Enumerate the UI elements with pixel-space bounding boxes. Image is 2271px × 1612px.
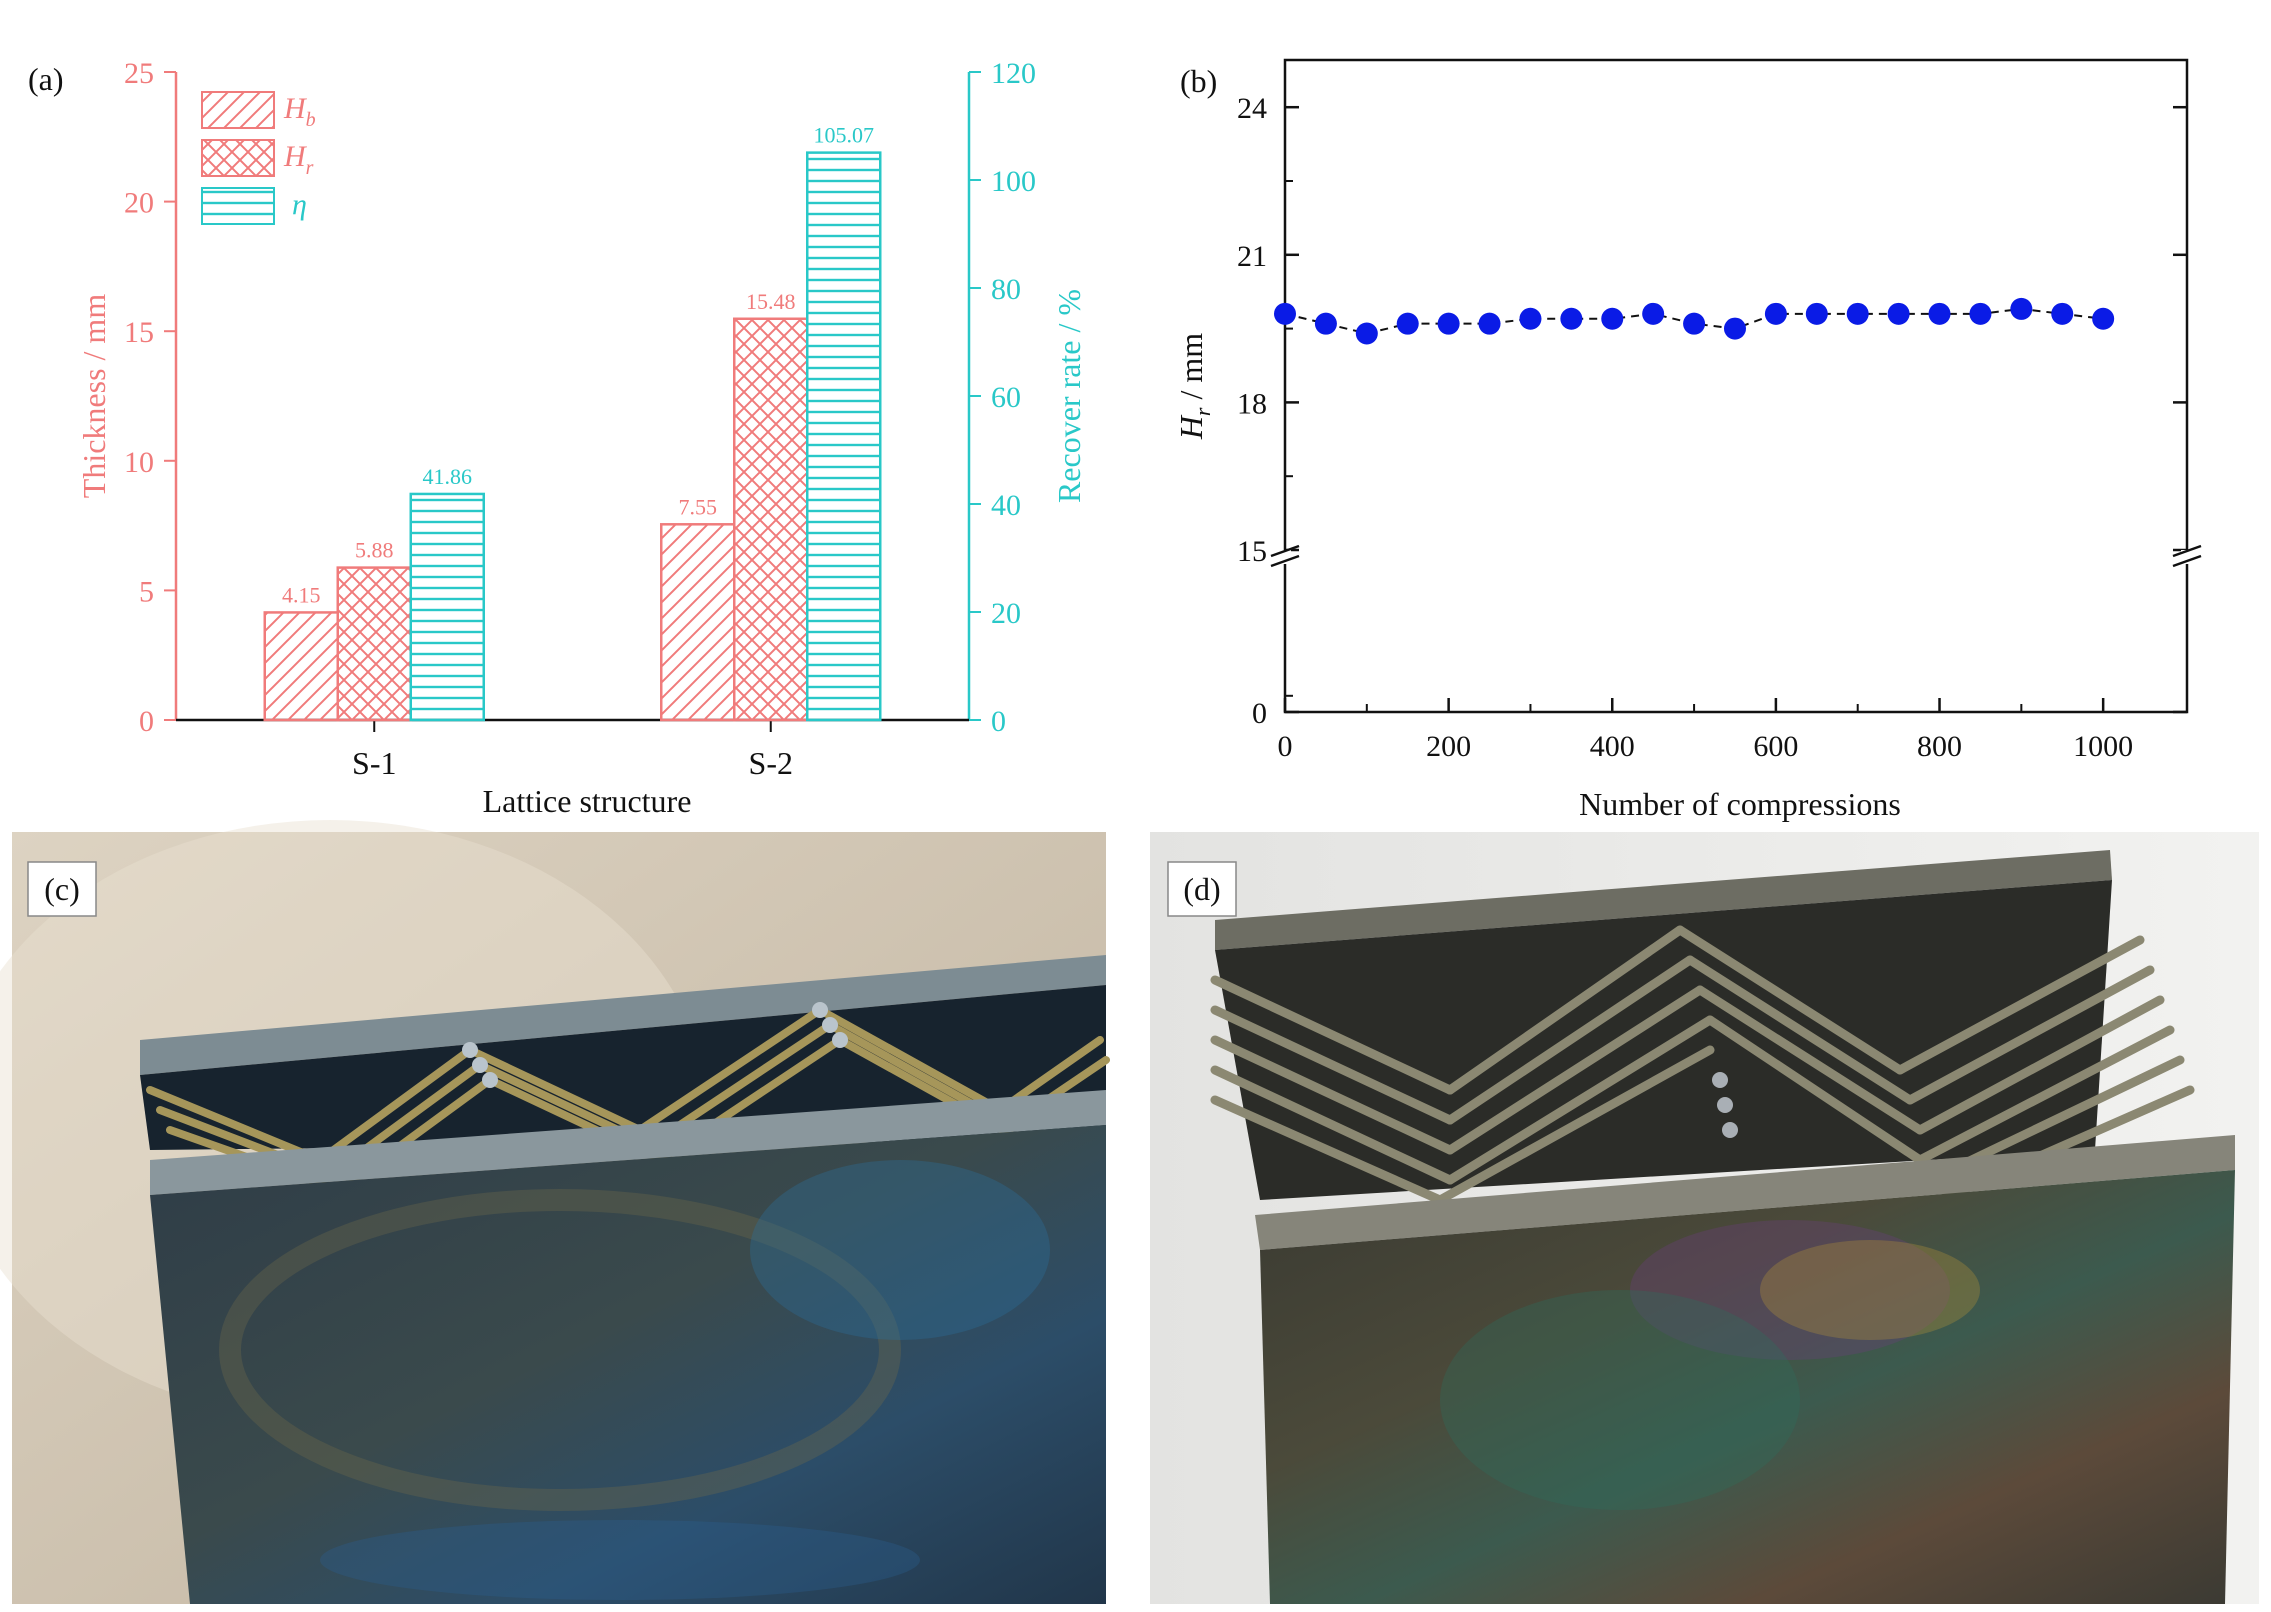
- x-tick-label: 200: [1426, 730, 1471, 763]
- data-point: [1928, 302, 1951, 325]
- data-point: [1764, 302, 1787, 325]
- axis-break-right: [2172, 554, 2202, 568]
- data-point: [1396, 312, 1419, 335]
- data-point: [2051, 302, 2074, 325]
- legend: Hb Hr η: [201, 91, 316, 225]
- bar: [733, 317, 809, 722]
- bar: [336, 566, 412, 722]
- x-tick-label: S-1: [352, 745, 396, 781]
- data-label: 5.88: [355, 538, 394, 563]
- axis-break-right: [2172, 544, 2202, 558]
- y-tick-label: 21: [1237, 240, 1267, 273]
- y2-tick-label: 40: [991, 489, 1021, 522]
- strut-tips: [1712, 1072, 1738, 1138]
- panel-c-label: (c): [44, 871, 80, 907]
- y-axis-title: Thickness / mm: [76, 294, 112, 499]
- x-tick-label: S-2: [749, 745, 793, 781]
- bar: [806, 151, 882, 722]
- front-plate-edge: [150, 1090, 1106, 1195]
- panel-b-label: (b): [1180, 63, 1217, 99]
- data-label: 15.48: [746, 289, 796, 314]
- photo-d: (d): [1150, 832, 2259, 1604]
- bar: [409, 492, 485, 722]
- photo-c: (c): [0, 820, 1110, 1604]
- panel-a: (a) 0 5 10 15 20 25 0 20 40 60 80 100 120 S-1 4.15 5.88…: [28, 57, 1087, 819]
- data-point: [1723, 317, 1746, 340]
- y-tick-label: 24: [1237, 92, 1267, 125]
- data-point: [2010, 297, 2033, 320]
- y-tick-label: 5: [139, 575, 154, 608]
- data-point: [1519, 307, 1542, 330]
- y2-tick-label: 120: [991, 57, 1036, 90]
- y-tick-label: 15: [1237, 535, 1267, 568]
- back-plate: [1215, 880, 2112, 1200]
- front-plate-edge: [1255, 1135, 2235, 1250]
- y2-tick-label: 0: [991, 705, 1006, 738]
- plot-frame: [1283, 58, 2189, 714]
- strut-tips: [462, 1002, 848, 1088]
- panel-b: (b) 0 15 18 21 24 0 200 400 600 800 1000 Number of…: [1173, 58, 2202, 822]
- data-point: [1274, 302, 1296, 325]
- y-tick-label: 20: [124, 187, 154, 220]
- top-plate-edge: [1215, 850, 2112, 950]
- legend-label-hb: Hb: [283, 92, 316, 131]
- x-tick-label: 800: [1917, 730, 1962, 763]
- panel-a-label: (a): [28, 61, 64, 97]
- bar: [263, 611, 339, 722]
- y2-tick-label: 80: [991, 273, 1021, 306]
- data-point: [1642, 302, 1665, 325]
- data-point: [1437, 312, 1460, 335]
- x-tick-label: 0: [1278, 730, 1293, 763]
- panel-d-label: (d): [1183, 871, 1220, 907]
- y-tick-label: 0: [139, 705, 154, 738]
- y-tick-label: 25: [124, 57, 154, 90]
- bar: [660, 523, 736, 722]
- x-tick-label: 1000: [2073, 730, 2133, 763]
- data-point: [1805, 302, 1828, 325]
- lattice-struts: [1210, 925, 2195, 1205]
- data-label: 41.86: [423, 464, 473, 489]
- legend-swatch-eta: [201, 187, 275, 225]
- legend-swatch-hb: [201, 91, 275, 129]
- axis-break-left: [1270, 554, 1300, 568]
- data-label: 105.07: [814, 123, 875, 148]
- legend-label-eta: η: [292, 188, 307, 221]
- x-tick-label: 400: [1590, 730, 1635, 763]
- y-tick-label: 18: [1237, 387, 1267, 420]
- data-point: [1478, 312, 1501, 335]
- data-point: [1601, 307, 1624, 330]
- front-plate: [150, 1125, 1106, 1604]
- y2-tick-label: 100: [991, 165, 1036, 198]
- y2-tick-label: 20: [991, 597, 1021, 630]
- legend-label-hr: Hr: [283, 140, 314, 179]
- data-point: [1355, 322, 1378, 345]
- y-axis-title: Hr / mm: [1173, 333, 1215, 440]
- y-tick-label: 0: [1252, 697, 1267, 730]
- y-tick-label: 10: [124, 446, 154, 479]
- series-line: [1284, 307, 2104, 335]
- data-point: [1314, 312, 1337, 335]
- axis-break-left: [1270, 544, 1300, 558]
- data-point: [1683, 312, 1706, 335]
- panel-d-label-box: [1167, 861, 1237, 917]
- y-tick-label: 15: [124, 316, 154, 349]
- top-plate-edge: [140, 955, 1106, 1075]
- data-point: [1887, 302, 1910, 325]
- x-axis-title: Number of compressions: [1579, 786, 1901, 822]
- y2-tick-label: 60: [991, 381, 1021, 414]
- data-point: [1846, 302, 1869, 325]
- legend-swatch-hr: [201, 139, 275, 177]
- y2-axis-title: Recover rate / %: [1051, 289, 1087, 503]
- x-tick-label: 600: [1753, 730, 1798, 763]
- data-label: 4.15: [282, 582, 321, 607]
- x-axis-title: Lattice structure: [483, 783, 692, 819]
- data-label: 7.55: [679, 494, 718, 519]
- front-plate: [1260, 1170, 2235, 1604]
- data-point: [1560, 307, 1583, 330]
- data-point: [1969, 302, 1992, 325]
- data-point: [2092, 307, 2115, 330]
- panel-c-label-box: [27, 861, 97, 917]
